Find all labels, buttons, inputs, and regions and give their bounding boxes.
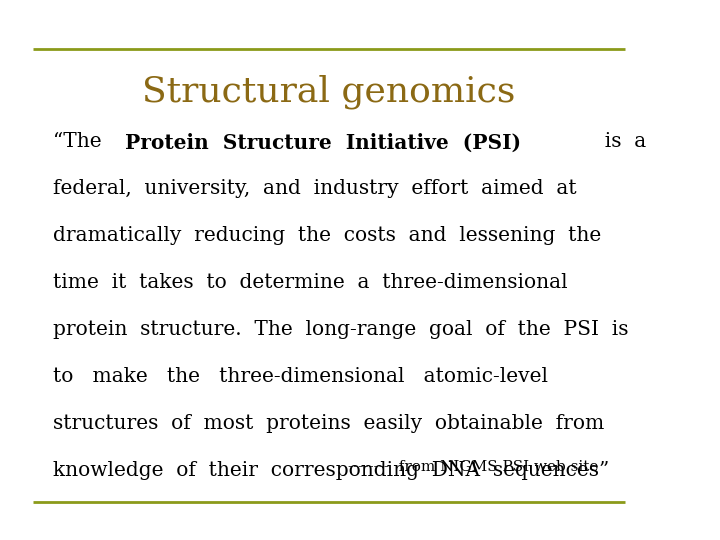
Text: --------  from NIGMS PSI web site: -------- from NIGMS PSI web site: [348, 460, 598, 474]
Text: knowledge  of  their  corresponding  DNA  sequences”: knowledge of their corresponding DNA seq…: [53, 461, 609, 480]
Text: Structural genomics: Structural genomics: [143, 75, 516, 109]
Text: “The: “The: [53, 132, 114, 151]
Text: protein  structure.  The  long-range  goal  of  the  PSI  is: protein structure. The long-range goal o…: [53, 320, 628, 339]
Text: Protein  Structure  Initiative  (PSI): Protein Structure Initiative (PSI): [125, 132, 521, 152]
Text: is  a: is a: [592, 132, 646, 151]
Text: structures  of  most  proteins  easily  obtainable  from: structures of most proteins easily obtai…: [53, 414, 604, 433]
Text: to   make   the   three-dimensional   atomic-level: to make the three-dimensional atomic-lev…: [53, 367, 548, 386]
Text: federal,  university,  and  industry  effort  aimed  at: federal, university, and industry effort…: [53, 179, 576, 198]
Text: time  it  takes  to  determine  a  three-dimensional: time it takes to determine a three-dimen…: [53, 273, 567, 292]
Text: dramatically  reducing  the  costs  and  lessening  the: dramatically reducing the costs and less…: [53, 226, 601, 245]
